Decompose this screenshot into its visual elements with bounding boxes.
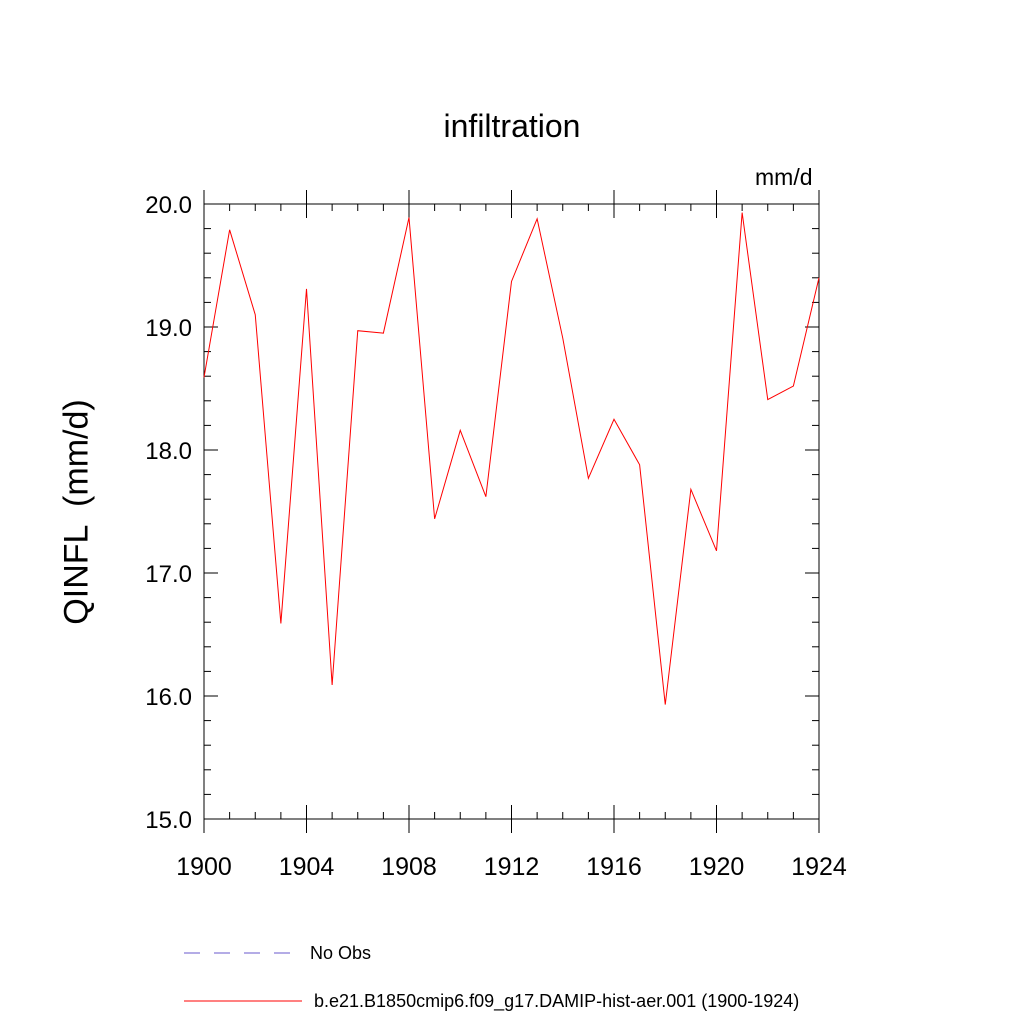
y-tick-label: 17.0: [145, 561, 192, 588]
legend-label-no-obs: No Obs: [310, 942, 372, 963]
y-tick-label: 18.0: [145, 438, 192, 465]
x-tick-label: 1908: [381, 853, 437, 881]
chart-title: infiltration: [443, 108, 581, 144]
x-tick-label: 1912: [484, 853, 540, 881]
x-tick-label: 1916: [586, 853, 642, 881]
legend-label-model: b.e21.B1850cmip6.f09_g17.DAMIP-hist-aer.…: [314, 990, 800, 1011]
x-tick-label: 1920: [689, 853, 745, 881]
x-tick-label: 1904: [279, 853, 335, 881]
x-tick-label: 1924: [791, 853, 847, 881]
y-tick-label: 16.0: [145, 684, 192, 711]
units-label: mm/d: [755, 164, 813, 190]
x-tick-label: 1900: [176, 853, 232, 881]
y-tick-label: 15.0: [145, 807, 192, 834]
y-tick-label: 19.0: [145, 315, 192, 342]
legend-solid-swatch: [184, 1000, 302, 1002]
y-tick-label: 20.0: [145, 192, 192, 219]
legend-dashed-swatch: [184, 952, 294, 954]
plot-frame: [203, 203, 820, 820]
legend-item-model: b.e21.B1850cmip6.f09_g17.DAMIP-hist-aer.…: [184, 989, 799, 1013]
series-line: [203, 212, 820, 705]
legend-item-no-obs: No Obs: [184, 941, 371, 965]
